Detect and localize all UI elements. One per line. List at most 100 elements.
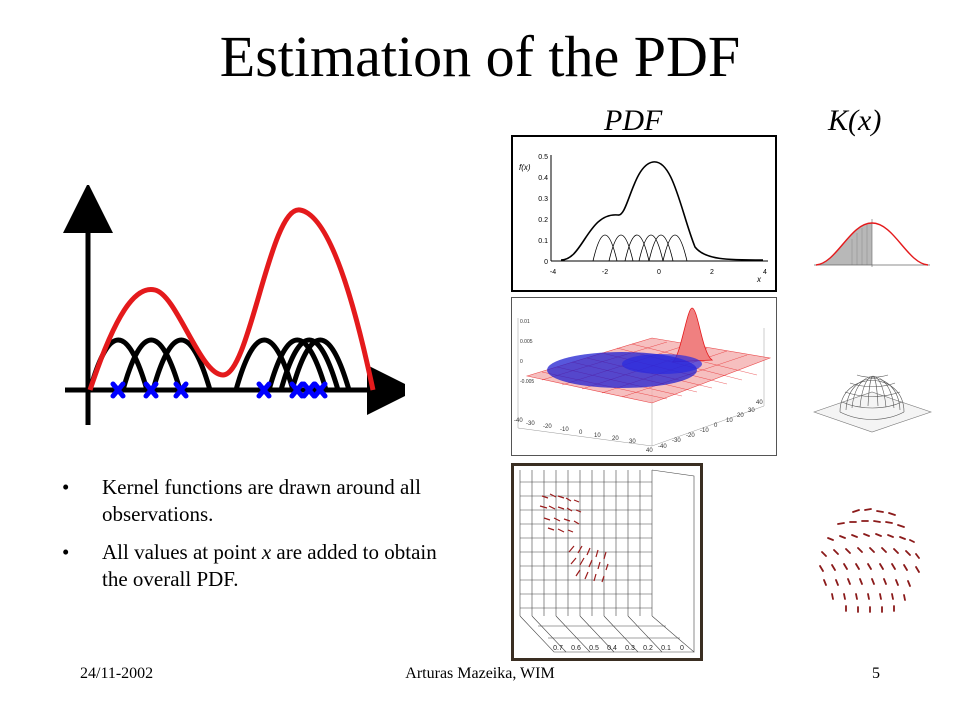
kernel-1d-plot [814,219,930,267]
observation-marker [301,381,317,399]
bullet-list: • Kernel functions are drawn around all … [62,474,442,604]
tick-label: 30 [629,439,636,445]
kernel-bumps [592,234,688,262]
observation-marker [110,381,126,399]
pdf-1d-panel: f(x) 0.5 0.4 0.3 0.2 0.1 0 -4 -2 0 2 4 x [511,135,777,292]
tick-label: 10 [726,418,733,424]
tick-label: -40 [658,444,667,450]
y-tick-label: 0.1 [538,238,548,245]
x-tick-label: 4 [763,269,767,276]
z-tick-labels: 0.01 0.005 0 -0.005 [520,319,534,385]
kernel-curve [289,337,352,391]
kernel-curve [150,337,213,391]
tick-label: 0 [579,430,583,436]
observation-marker [312,381,328,399]
footer-author: Arturas Mazeika, WIM [405,665,555,682]
y-axis-label: f(x) [519,163,531,172]
x-tick-label: 0.6 [571,645,581,652]
x-tick-label: 0 [680,645,684,652]
tick-label: 30 [748,408,755,414]
y-tick-label: 0.5 [538,154,548,161]
side-tick-labels: -40 -30 -20 -10 0 10 20 30 40 [658,400,763,450]
bullet-text: Kernel functions are drawn around all ob… [102,475,421,526]
observation-marker [143,381,159,399]
observation-cloud [622,354,702,374]
x-axis-label: x [756,275,762,284]
kernel-2d-plot [813,374,932,433]
pdf-1d-plot: f(x) 0.5 0.4 0.3 0.2 0.1 0 -4 -2 0 2 4 x [519,154,768,284]
x-tick-label: -4 [550,269,556,276]
x-tick-label: 0.5 [589,645,599,652]
x-tick-label: 0.4 [607,645,617,652]
kernel-3d-vectors [819,508,920,613]
x-tick-label: 0.7 [553,645,563,652]
pdf-curve [87,207,376,391]
kernel-curve [120,337,183,391]
tick-label: 20 [612,436,619,442]
y-tick-label: 0.3 [538,196,548,203]
kernel-2d-base [813,391,932,433]
tick-label: -10 [560,427,569,433]
footer-date: 24/11-2002 [80,665,154,682]
x-tick-label: 0.2 [643,645,653,652]
observation-markers [110,381,328,399]
pdf-2d-plot: -40 -30 -20 -10 0 10 20 30 40 -40 -30 -2… [514,307,772,454]
x-tick-label: -2 [602,269,608,276]
kernel-curve [266,337,329,391]
kernel-1d-curve [815,222,929,266]
observation-marker [256,381,272,399]
y-tick-label: 0.2 [538,217,548,224]
kernel-curves [87,337,352,391]
tick-label: 0.01 [520,319,530,325]
tick-label: 0.005 [520,339,533,345]
pdf-3d-panel: 0.7 0.6 0.5 0.4 0.3 0.2 0.1 0 [511,463,703,661]
y-tick-labels: 0.5 0.4 0.3 0.2 0.1 0 [538,154,548,266]
x-tick-label: 0 [657,269,661,276]
slide-title: Estimation of the PDF [219,24,741,89]
tick-label: -40 [514,418,523,424]
bullet-item: • All values at point x are added to obt… [62,539,442,593]
tick-label: -10 [700,428,709,434]
bullet-dot: • [62,475,70,499]
tick-label: -20 [543,424,552,430]
tick-label: -20 [686,433,695,439]
kernel-3d-plot [819,508,920,613]
tick-label: -30 [672,438,681,444]
pdf-column-label: PDF [604,104,663,137]
pdf-1d-curve [560,161,764,261]
kernel-1d-fill [816,223,872,265]
kernel-column-label: K(x) [828,104,882,137]
x-tick-label: 0.3 [625,645,635,652]
x-tick-labels: 0.7 0.6 0.5 0.4 0.3 0.2 0.1 0 [553,645,684,652]
kernel-curve [278,337,341,391]
vector-cluster [539,493,609,583]
bullet-text: All values at point x are added to obtai… [102,540,437,591]
bullet-item: • Kernel functions are drawn around all … [62,474,442,528]
x-tick-label: 0.1 [661,645,671,652]
tick-label: -0.005 [520,379,534,385]
math-variable: x [261,540,272,564]
kernel-1d-hatch [851,225,868,265]
bullet-dot: • [62,540,70,564]
pdf-3d-plot: 0.7 0.6 0.5 0.4 0.3 0.2 0.1 0 [519,469,695,653]
tick-label: -30 [526,421,535,427]
y-tick-label: 0.4 [538,175,548,182]
kde-main-diagram [63,185,405,425]
y-tick-label: 0 [544,259,548,266]
tick-label: 0 [714,423,718,429]
tick-label: 40 [646,448,653,454]
x-tick-labels: -4 -2 0 2 4 [550,269,767,276]
x-tick-label: 2 [710,269,714,276]
tick-label: 10 [594,433,601,439]
tick-label: 40 [756,400,763,406]
kernel-2d-wireframe [839,374,905,420]
observation-marker [289,381,305,399]
tick-label: 0 [520,359,523,365]
pdf-2d-panel: -40 -30 -20 -10 0 10 20 30 40 -40 -30 -2… [511,297,777,456]
surface-peak [671,307,714,363]
front-tick-labels: -40 -30 -20 -10 0 10 20 30 40 [514,418,653,454]
tick-label: 20 [737,413,744,419]
box-grid [519,469,695,653]
observation-marker [173,381,189,399]
slide-number: 5 [872,665,880,682]
